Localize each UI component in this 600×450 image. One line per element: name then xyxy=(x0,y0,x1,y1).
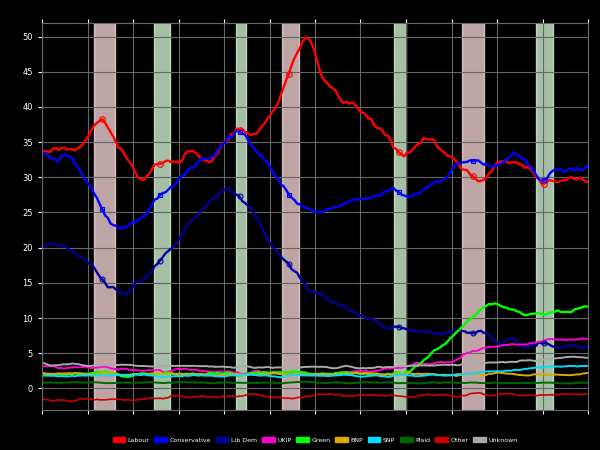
Bar xyxy=(236,22,246,410)
Bar xyxy=(154,22,170,410)
Legend: Labour, Conservative, Lib Dem, UKIP, Green, BNP, SNP, Plaid, Other, Unknown: Labour, Conservative, Lib Dem, UKIP, Gre… xyxy=(110,434,520,445)
Bar xyxy=(94,22,115,410)
Bar xyxy=(463,22,484,410)
Bar xyxy=(536,22,553,410)
Bar xyxy=(394,22,406,410)
Bar xyxy=(282,22,299,410)
